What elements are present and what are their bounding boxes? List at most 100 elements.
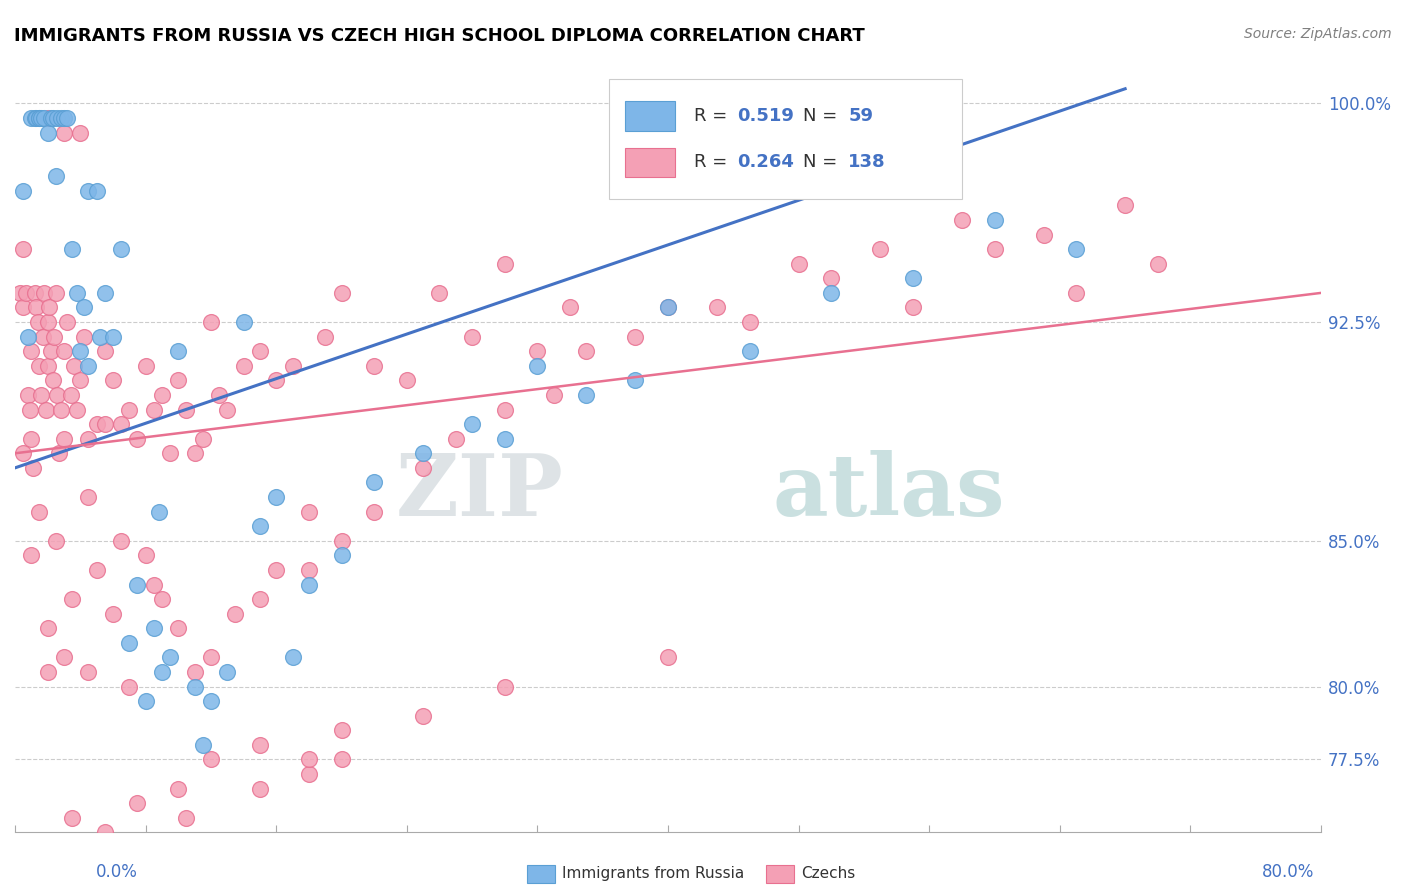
Point	[820, 271, 842, 285]
Point	[200, 694, 222, 708]
Point	[94, 344, 117, 359]
Point	[298, 767, 321, 781]
Point	[281, 650, 304, 665]
Text: 0.519: 0.519	[737, 107, 794, 125]
Point	[142, 402, 165, 417]
Point	[191, 738, 214, 752]
Point	[135, 359, 157, 373]
Point	[60, 811, 83, 825]
Point	[150, 665, 173, 679]
Text: N =: N =	[803, 107, 842, 125]
Point	[249, 519, 271, 533]
Point	[217, 665, 239, 679]
Point	[526, 359, 548, 373]
Text: 80.0%: 80.0%	[1263, 863, 1315, 881]
Point	[37, 315, 59, 329]
Point	[657, 301, 679, 315]
Point	[249, 738, 271, 752]
Point	[24, 111, 46, 125]
Point	[494, 402, 516, 417]
Point	[183, 665, 205, 679]
Text: R =: R =	[695, 107, 733, 125]
Point	[56, 111, 79, 125]
Point	[60, 592, 83, 607]
Point	[363, 359, 385, 373]
Point	[543, 388, 565, 402]
Point	[86, 184, 108, 198]
Point	[27, 315, 49, 329]
Point	[11, 446, 34, 460]
Bar	[624, 148, 675, 178]
Point	[110, 417, 132, 431]
Point	[444, 432, 467, 446]
Point	[249, 344, 271, 359]
Point	[127, 796, 149, 810]
Point	[330, 752, 353, 766]
Point	[281, 359, 304, 373]
Point	[28, 111, 51, 125]
Point	[820, 285, 842, 300]
Point	[575, 388, 598, 402]
Point	[77, 359, 100, 373]
Point	[72, 301, 94, 315]
Point	[45, 169, 67, 184]
Point	[1064, 242, 1087, 256]
Point	[706, 301, 728, 315]
Point	[41, 111, 63, 125]
Point	[787, 257, 810, 271]
Point	[34, 111, 56, 125]
Point	[176, 811, 198, 825]
Point	[983, 213, 1005, 227]
Point	[330, 723, 353, 738]
Point	[86, 417, 108, 431]
Point	[20, 432, 42, 446]
Point	[249, 592, 271, 607]
Point	[249, 781, 271, 796]
Point	[44, 329, 66, 343]
Point	[127, 577, 149, 591]
Point	[624, 373, 647, 387]
Text: 0.0%: 0.0%	[96, 863, 138, 881]
Point	[494, 257, 516, 271]
Point	[330, 285, 353, 300]
Point	[20, 549, 42, 563]
Text: atlas: atlas	[772, 450, 1005, 534]
Point	[901, 271, 924, 285]
Point	[94, 825, 117, 839]
Point	[494, 432, 516, 446]
Point	[118, 636, 141, 650]
Point	[224, 607, 246, 621]
Point	[208, 388, 231, 402]
Point	[135, 549, 157, 563]
Point	[110, 884, 132, 892]
Point	[135, 694, 157, 708]
Point	[412, 461, 434, 475]
Point	[232, 359, 254, 373]
Point	[200, 752, 222, 766]
Point	[77, 432, 100, 446]
Text: 59: 59	[848, 107, 873, 125]
Point	[72, 329, 94, 343]
Point	[66, 285, 89, 300]
Point	[31, 329, 53, 343]
Text: Czechs: Czechs	[801, 866, 856, 880]
Point	[429, 285, 451, 300]
Point	[191, 432, 214, 446]
Point	[983, 242, 1005, 256]
Point	[135, 855, 157, 869]
Point	[624, 329, 647, 343]
Point	[150, 592, 173, 607]
Point	[330, 533, 353, 548]
Point	[110, 533, 132, 548]
Point	[11, 184, 34, 198]
Point	[167, 621, 190, 635]
Point	[1032, 227, 1054, 242]
Point	[94, 417, 117, 431]
Point	[142, 621, 165, 635]
Point	[264, 373, 287, 387]
Point	[53, 111, 76, 125]
Text: Immigrants from Russia: Immigrants from Russia	[562, 866, 745, 880]
Point	[53, 126, 76, 140]
Point	[901, 301, 924, 315]
Point	[77, 184, 100, 198]
